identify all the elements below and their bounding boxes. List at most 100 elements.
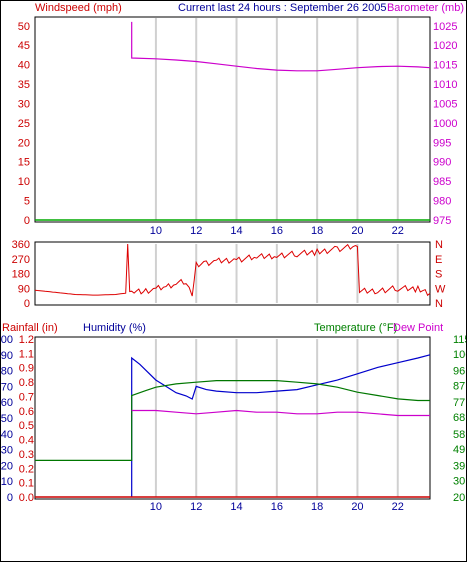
humidity-tick-label: 40: [1, 429, 13, 441]
wind-direction-tick-label: 180: [12, 269, 30, 281]
barometer-tick-label: 995: [433, 137, 451, 149]
chart-title: Current last 24 hours : September 26 200…: [178, 2, 387, 14]
rainfall-tick-label: 1.2: [19, 334, 34, 346]
windspeed-tick-label: 40: [18, 60, 30, 72]
x-tick-label: 10: [150, 501, 162, 513]
rainfall-tick-label: 0.2: [19, 463, 34, 475]
compass-label: N: [435, 239, 443, 251]
windspeed-tick-label: 35: [18, 79, 30, 91]
temperature-tick-label: 20: [453, 492, 465, 504]
windspeed-tick-label: 5: [24, 196, 30, 208]
rainfall-tick-label: 1.1: [19, 348, 34, 360]
temperature-tick-label: 77: [453, 397, 465, 409]
barometer-tick-label: 990: [433, 157, 451, 169]
dewpoint-series-line: [131, 409, 430, 417]
windspeed-tick-label: 30: [18, 98, 30, 110]
humidity-tick-label: 90: [1, 350, 13, 362]
compass-label: W: [435, 283, 446, 295]
x-tick-label: 22: [392, 501, 404, 513]
wind-direction-tick-label: 90: [18, 283, 30, 295]
wind-direction-series-line: [34, 243, 431, 297]
rainfall-tick-label: 0.0: [19, 492, 34, 504]
rainfall-tick-label: 0.6: [19, 406, 34, 418]
humidity-tick-label: 50: [1, 413, 13, 425]
compass-label: E: [435, 254, 442, 266]
temperature-tick-label: 96: [453, 366, 465, 378]
panel2-border: [34, 241, 431, 306]
compass-label: S: [435, 269, 442, 281]
windspeed-tick-label: 25: [18, 118, 30, 130]
x-tick-label: 16: [271, 501, 283, 513]
x-tick-label: 16: [271, 225, 283, 237]
windspeed-tick-label: 15: [18, 157, 30, 169]
humidity-axis-label: Humidity (%): [83, 322, 146, 334]
rainfall-tick-label: 0.1: [19, 478, 34, 490]
humidity-tick-label: 60: [1, 397, 13, 409]
barometer-tick-label: 1000: [433, 118, 457, 130]
x-tick-label: 22: [392, 225, 404, 237]
wind-direction-tick-label: 360: [12, 239, 30, 251]
windspeed-tick-label: 50: [18, 21, 30, 33]
x-tick-label: 10: [150, 225, 162, 237]
temperature-series-line: [35, 380, 430, 461]
compass-label: N: [435, 298, 443, 310]
plot-panel-wind-barometer: 10 12 14 16 18 20 2205101520253035404550975980…: [18, 16, 457, 237]
windspeed-tick-label: 45: [18, 40, 30, 52]
barometer-tick-label: 1015: [433, 60, 457, 72]
plot-panel-humidity-temperature: 10 12 14 16 18 20 22 0 10 20 30 40 50 60 70 80 90 100 0.0 0…: [0, 334, 467, 513]
rainfall-tick-label: 0.5: [19, 420, 34, 432]
barometer-tick-label: 1005: [433, 98, 457, 110]
panel1-border: [34, 16, 431, 223]
temperature-tick-label: 68: [453, 412, 465, 424]
humidity-tick-label: 0: [7, 492, 13, 504]
barometer-axis-label: Barometer (mb): [387, 2, 464, 14]
humidity-tick-label: 30: [1, 445, 13, 457]
rainfall-tick-label: 0.9: [19, 363, 34, 375]
barometer-tick-label: 1025: [433, 21, 457, 33]
barometer-tick-label: 975: [433, 215, 451, 227]
x-tick-label: 18: [311, 501, 323, 513]
x-tick-label: 20: [351, 501, 363, 513]
temperature-tick-label: 106: [453, 349, 466, 361]
humidity-tick-label: 100: [1, 334, 13, 346]
barometer-tick-label: 1020: [433, 40, 457, 52]
temperature-tick-label: 58: [453, 429, 465, 441]
x-tick-label: 12: [190, 501, 202, 513]
rainfall-axis-label: Rainfall (in): [2, 322, 58, 334]
x-tick-label: 14: [230, 501, 242, 513]
x-tick-label: 20: [351, 225, 363, 237]
temperature-axis-label: Temperature (°F): [314, 322, 397, 334]
x-tick-label: 18: [311, 225, 323, 237]
temperature-tick-label: 49: [453, 444, 465, 456]
dewpoint-axis-label: Dew Point: [393, 322, 443, 334]
barometer-tick-label: 985: [433, 176, 451, 188]
windspeed-tick-label: 0: [24, 215, 30, 227]
temperature-tick-label: 115: [453, 334, 466, 346]
panel3-border: [34, 336, 431, 500]
windspeed-tick-label: 20: [18, 137, 30, 149]
humidity-tick-label: 20: [1, 460, 13, 472]
windspeed-axis-label: Windspeed (mph): [35, 2, 122, 14]
x-tick-label: 14: [230, 225, 242, 237]
rainfall-tick-label: 0.8: [19, 377, 34, 389]
temperature-tick-label: 30: [453, 475, 465, 487]
x-tick-label: 12: [190, 225, 202, 237]
temperature-tick-label: 87: [453, 381, 465, 393]
windspeed-tick-label: 10: [18, 176, 30, 188]
humidity-tick-label: 80: [1, 366, 13, 378]
barometer-tick-label: 980: [433, 196, 451, 208]
humidity-series-line: [131, 354, 431, 497]
humidity-tick-label: 10: [1, 476, 13, 488]
rainfall-tick-label: 0.4: [19, 435, 34, 447]
temperature-tick-label: 39: [453, 460, 465, 472]
barometer-tick-label: 1010: [433, 79, 457, 91]
wind-direction-tick-label: 0: [24, 298, 30, 310]
humidity-tick-label: 70: [1, 381, 13, 393]
wind-direction-tick-label: 270: [12, 254, 30, 266]
barometer-series-line: [131, 21, 431, 72]
rainfall-tick-label: 0.3: [19, 449, 34, 461]
rainfall-tick-label: 0.7: [19, 391, 34, 403]
